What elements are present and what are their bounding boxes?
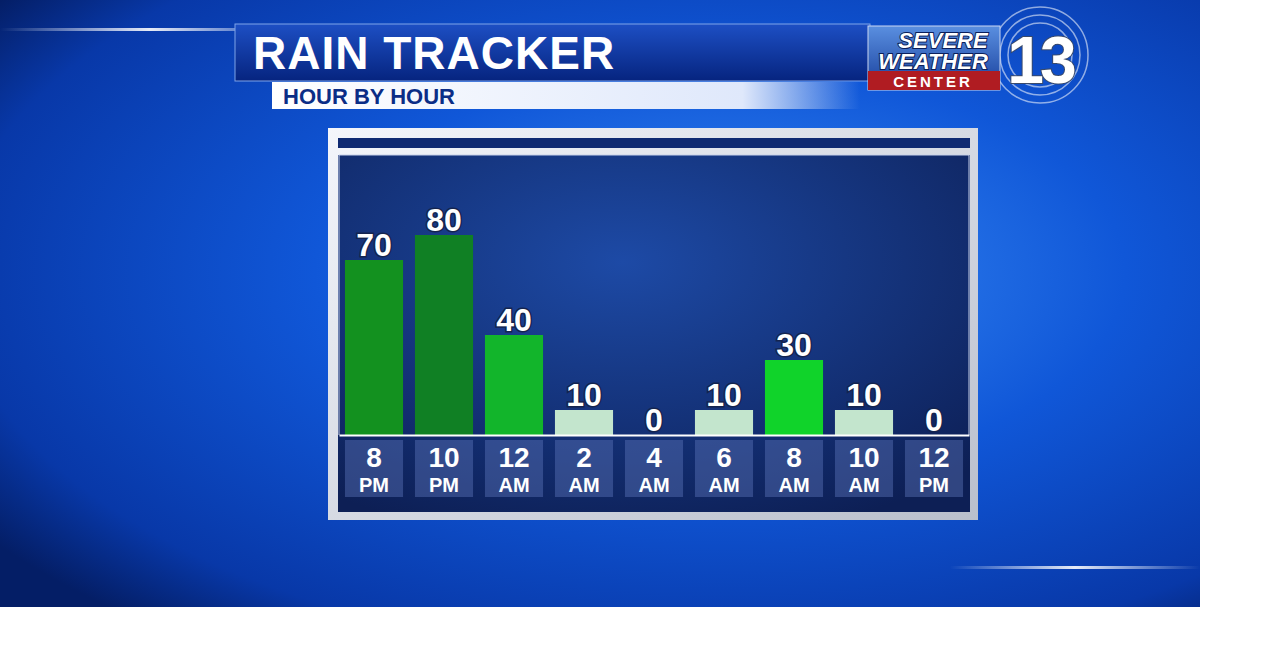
x-tick: 12AM	[498, 442, 529, 496]
data-label: 70	[356, 227, 392, 263]
chart-root: RAIN TRACKERHOUR BY HOURSEVEREWEATHERCEN…	[0, 0, 1280, 672]
bar	[835, 410, 893, 435]
tick-label-box	[555, 440, 613, 497]
panel-frame	[328, 128, 978, 520]
bar	[765, 360, 823, 435]
bars	[345, 235, 893, 435]
tick-label-box	[765, 440, 823, 497]
x-tick-label-line: PM	[429, 474, 459, 496]
logo-text: CENTER	[893, 73, 973, 90]
data-label: 0	[645, 402, 663, 438]
x-tick-label: 4AM	[638, 442, 669, 496]
tick-label-box	[485, 440, 543, 497]
x-tick-label-line: AM	[848, 474, 879, 496]
x-tick: 6AM	[708, 442, 739, 496]
x-tick-label: 8AM	[778, 442, 809, 496]
plot-frame	[339, 155, 969, 435]
bar	[485, 335, 543, 435]
x-tick-label-line: AM	[498, 474, 529, 496]
logo-ring	[992, 7, 1088, 103]
x-tick-label-line: 10	[848, 442, 879, 473]
bar	[555, 410, 613, 435]
panel	[338, 155, 970, 512]
light-streak	[950, 566, 1200, 569]
x-tick-label: 10PM	[428, 442, 459, 496]
x-tick: 2AM	[568, 442, 599, 496]
logo: SEVEREWEATHERCENTER13	[868, 7, 1088, 103]
tick-label-box	[835, 440, 893, 497]
subtitle: HOUR BY HOUR	[283, 84, 455, 109]
x-tick-label: 12AM	[498, 442, 529, 496]
data-label: 40	[496, 302, 532, 338]
tick-label-box	[905, 440, 963, 497]
title: RAIN TRACKER	[253, 27, 615, 79]
data-label: 10	[566, 377, 602, 413]
x-tick-label: 2AM	[568, 442, 599, 496]
bar	[345, 260, 403, 435]
bar	[415, 235, 473, 435]
tick-label-boxes	[345, 440, 963, 497]
x-tick-label-line: 2	[576, 442, 592, 473]
title-bar	[235, 24, 870, 81]
x-tick-label-line: 6	[716, 442, 732, 473]
x-tick-label: 12PM	[918, 442, 949, 496]
x-tick-label-line: AM	[778, 474, 809, 496]
logo-box	[868, 26, 1000, 90]
panel-stripe	[338, 138, 970, 148]
x-tick-label: 10AM	[848, 442, 879, 496]
x-tick: 8PM	[359, 442, 389, 496]
x-tick-label-line: 12	[498, 442, 529, 473]
x-tick: 12PM	[918, 442, 949, 496]
x-tick: 10AM	[848, 442, 879, 496]
x-tick: 10PM	[428, 442, 459, 496]
x-tick-label-line: 8	[366, 442, 382, 473]
logo-text: WEATHER	[878, 49, 988, 74]
x-tick-label-line: PM	[359, 474, 389, 496]
x-tick: 4AM	[638, 442, 669, 496]
x-tick-label-line: 10	[428, 442, 459, 473]
subtitle-bar	[272, 82, 860, 109]
x-tick-label-line: AM	[638, 474, 669, 496]
tick-label-box	[415, 440, 473, 497]
x-tick: 8AM	[778, 442, 809, 496]
data-label: 30	[776, 327, 812, 363]
x-tick-label-line: 8	[786, 442, 802, 473]
data-labels: 70 80 40 10 0 10 30 10 0	[356, 202, 943, 438]
x-tick-label-line: 12	[918, 442, 949, 473]
data-label: 0	[925, 402, 943, 438]
logo-number: 13	[1007, 23, 1075, 97]
x-tick-label-line: 4	[646, 442, 662, 473]
tick-label-box	[345, 440, 403, 497]
data-label: 10	[706, 377, 742, 413]
data-label: 10	[846, 377, 882, 413]
x-tick-label-line: AM	[708, 474, 739, 496]
tick-label-box	[625, 440, 683, 497]
x-tick-label-line: PM	[919, 474, 949, 496]
x-axis: 8PM10PM12AM2AM4AM6AM8AM10AM12PM	[340, 436, 970, 497]
background	[0, 0, 1200, 607]
data-label: 80	[426, 202, 462, 238]
x-tick-label-line: AM	[568, 474, 599, 496]
x-tick-label: 8PM	[359, 442, 389, 496]
x-tick-label: 6AM	[708, 442, 739, 496]
bar	[695, 410, 753, 435]
tick-label-box	[695, 440, 753, 497]
